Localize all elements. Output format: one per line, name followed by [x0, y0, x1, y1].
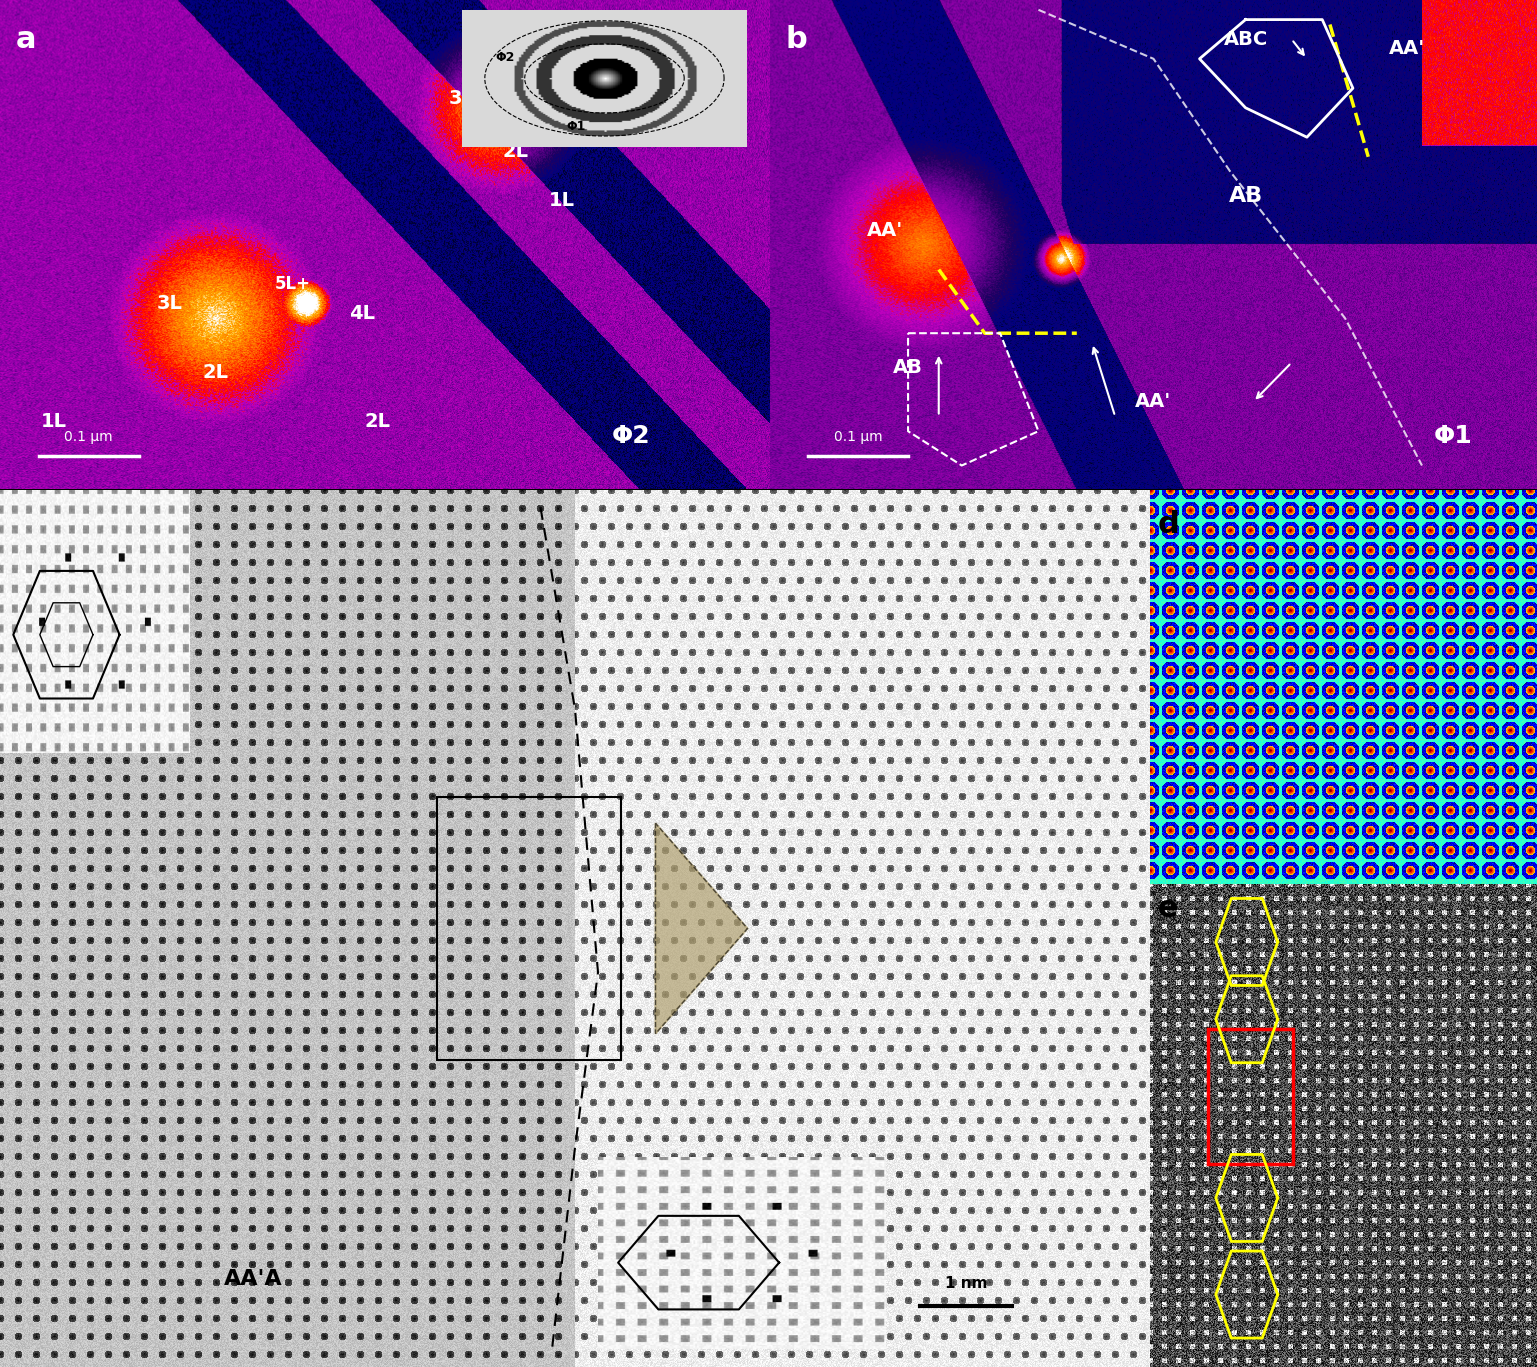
Text: c: c: [11, 519, 28, 550]
Bar: [437, 797, 621, 1059]
Text: 3L: 3L: [449, 89, 475, 108]
Text: AB: AB: [893, 358, 924, 377]
Text: Φ2: Φ2: [612, 424, 650, 448]
Text: AA': AA': [1136, 392, 1171, 411]
Text: e: e: [1157, 894, 1179, 923]
Polygon shape: [655, 823, 747, 1033]
Text: d: d: [1157, 510, 1179, 539]
Text: 4L: 4L: [464, 40, 490, 59]
Text: ABC: ABC: [1223, 30, 1268, 49]
Text: AB: AB: [1228, 186, 1263, 206]
Text: 3L: 3L: [157, 294, 183, 313]
Text: AA': AA': [1388, 40, 1425, 59]
Text: ABA: ABA: [756, 1270, 808, 1289]
Text: AA': AA': [867, 221, 904, 239]
Bar: [1208, 1029, 1293, 1165]
Text: 5L+: 5L+: [275, 275, 310, 293]
Text: a: a: [15, 25, 35, 53]
Text: 1 nm: 1 nm: [945, 1275, 987, 1290]
Text: b: b: [785, 25, 807, 53]
Text: 2L: 2L: [203, 362, 229, 381]
Text: AA'A: AA'A: [224, 1270, 283, 1289]
Text: 0.1 μm: 0.1 μm: [835, 429, 882, 444]
Text: Φ1: Φ1: [1434, 424, 1472, 448]
Text: 1L: 1L: [41, 411, 68, 431]
Text: 2L: 2L: [364, 411, 390, 431]
Text: 4L: 4L: [349, 303, 375, 323]
Text: 2L: 2L: [503, 142, 529, 161]
Text: 1L: 1L: [549, 191, 575, 211]
Text: 0.1 μm: 0.1 μm: [65, 429, 112, 444]
